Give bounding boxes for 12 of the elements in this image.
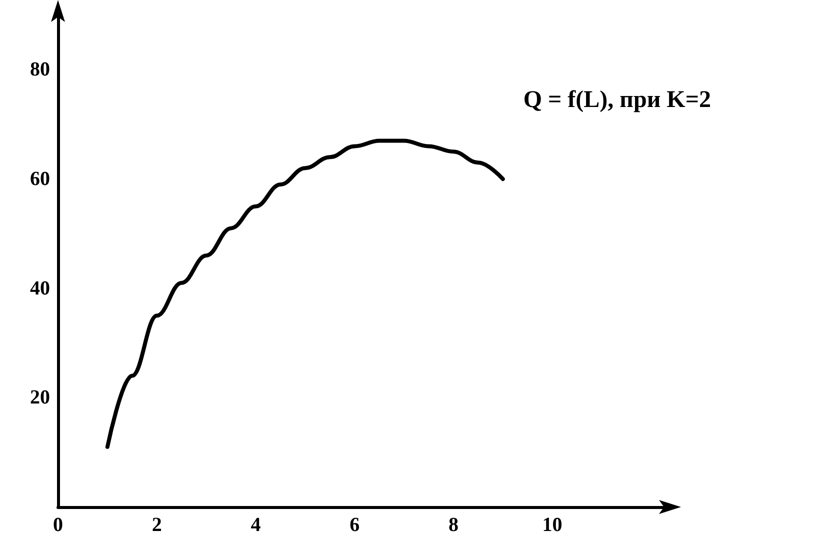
y-tick-label: 80 bbox=[30, 58, 50, 81]
x-tick-label: 6 bbox=[350, 514, 360, 536]
y-tick-label: 40 bbox=[30, 277, 50, 300]
y-tick-label: 60 bbox=[30, 168, 50, 190]
x-tick-label: 10 bbox=[542, 514, 562, 536]
x-tick-label: 2 bbox=[152, 514, 162, 536]
annotation: Q = f(L), при K=2 bbox=[523, 87, 712, 113]
x-tick-label: 0 bbox=[53, 514, 63, 536]
y-tick-label: 20 bbox=[30, 386, 50, 409]
line-series bbox=[105, 138, 505, 449]
x-tick-label: 4 bbox=[250, 514, 261, 536]
x-tick-label: 8 bbox=[448, 514, 458, 536]
